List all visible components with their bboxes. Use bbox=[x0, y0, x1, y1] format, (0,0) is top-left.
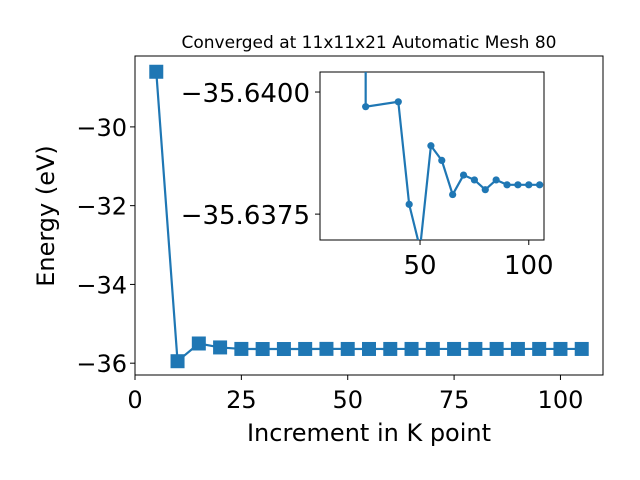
data-point bbox=[276, 342, 291, 357]
inset-data-point bbox=[394, 98, 402, 106]
x-tick-label: 25 bbox=[226, 386, 257, 414]
data-point bbox=[362, 341, 376, 356]
data-point bbox=[298, 341, 313, 356]
inset-x-tick-label: 50 bbox=[403, 251, 436, 281]
data-point bbox=[489, 341, 504, 356]
y-axis-label: Energy (eV) bbox=[32, 145, 60, 287]
inset-data-point bbox=[405, 200, 413, 208]
chart-title: Converged at 11x11x21 Automatic Mesh 80 bbox=[182, 33, 557, 53]
data-point bbox=[468, 341, 483, 356]
x-tick-label: 0 bbox=[127, 386, 142, 414]
inset-y-tick-label: −35.6375 bbox=[181, 201, 310, 231]
inset-data-point bbox=[427, 142, 435, 150]
data-point bbox=[213, 340, 228, 355]
data-point bbox=[234, 341, 249, 356]
main-plot: 0 25 50 75 100 −30 −32 −34 −36 bbox=[76, 55, 604, 414]
data-point bbox=[553, 341, 568, 356]
data-point bbox=[255, 342, 270, 357]
y-tick-label: −30 bbox=[76, 114, 127, 142]
x-tick-label: 50 bbox=[332, 386, 363, 414]
inset-data-point bbox=[536, 181, 544, 189]
data-point bbox=[532, 341, 547, 356]
inset-y-tick-label: −35.6400 bbox=[181, 79, 310, 109]
inset-data-point bbox=[492, 176, 500, 184]
inset-data-point bbox=[449, 190, 457, 199]
x-axis-label: Increment in K point bbox=[247, 419, 491, 447]
inset-data-point bbox=[438, 156, 446, 164]
data-point bbox=[170, 354, 185, 369]
inset-data-point bbox=[481, 186, 489, 194]
data-point bbox=[319, 341, 334, 356]
inset-plot: 50 100 −35.6400 −35.6375 bbox=[181, 71, 554, 281]
inset-x-tick-label: 100 bbox=[504, 251, 554, 281]
data-point bbox=[404, 341, 419, 356]
inset-data-point bbox=[525, 181, 533, 189]
inset-series bbox=[362, 72, 544, 240]
y-tick-label: −36 bbox=[76, 350, 127, 378]
x-tick-label: 100 bbox=[538, 386, 584, 414]
y-tick-label: −32 bbox=[76, 193, 127, 221]
inset-frame bbox=[319, 71, 545, 241]
data-point bbox=[149, 64, 164, 79]
inset-data-point bbox=[503, 181, 511, 189]
y-tick-label: −34 bbox=[76, 271, 127, 299]
main-plot-frame bbox=[134, 55, 604, 376]
data-point bbox=[191, 336, 206, 351]
inset-data-point bbox=[459, 171, 468, 179]
data-point bbox=[447, 341, 462, 356]
data-point bbox=[340, 341, 355, 356]
data-point bbox=[510, 341, 525, 356]
data-point bbox=[574, 341, 589, 356]
x-tick-label: 75 bbox=[439, 386, 470, 414]
inset-data-point bbox=[470, 176, 479, 184]
inset-data-point bbox=[514, 181, 522, 189]
inset-series-line bbox=[364, 72, 540, 240]
data-point bbox=[425, 341, 440, 356]
inset-data-point bbox=[362, 103, 370, 111]
data-point bbox=[383, 341, 398, 356]
